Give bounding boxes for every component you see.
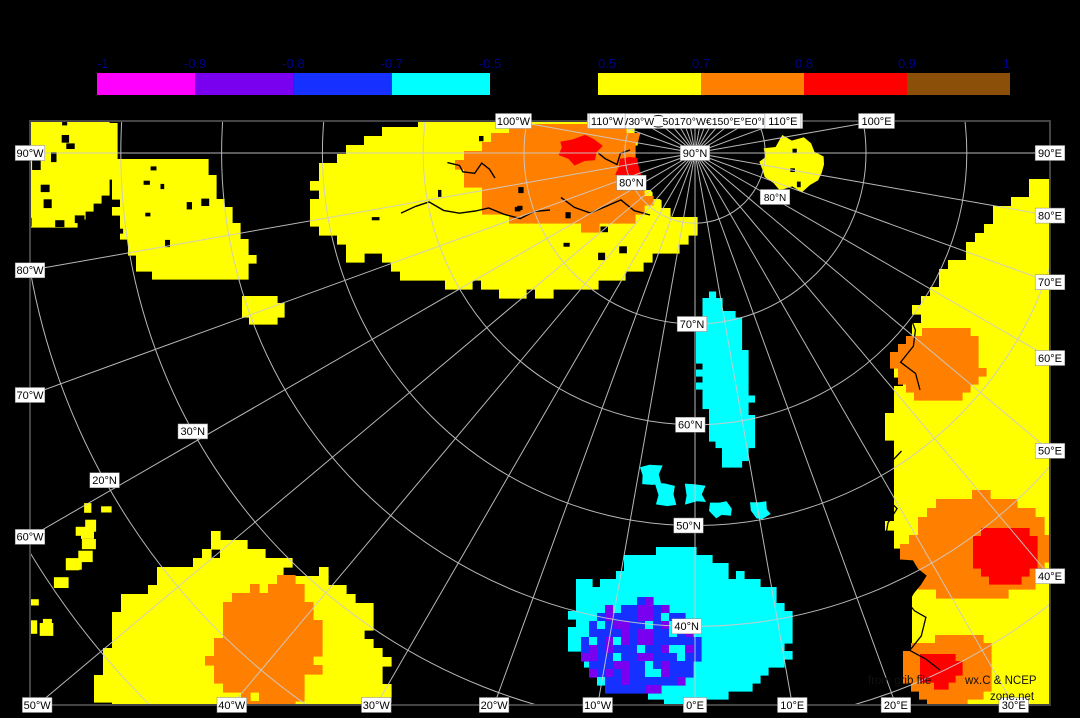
- svg-text:110°W: 110°W: [591, 116, 624, 128]
- svg-text:70°N: 70°N: [680, 319, 705, 331]
- svg-text:80°W: 80°W: [16, 265, 44, 277]
- svg-text:1: 1: [1003, 56, 1010, 71]
- svg-text:120°W30°W⁐50170°W€150°E°E0°I12: 120°W30°W⁐50170°W€150°E°E0°I120°E: [597, 115, 794, 128]
- svg-text:20°N: 20°N: [92, 475, 117, 487]
- svg-text:50°W: 50°W: [24, 700, 52, 712]
- svg-text:60°E: 60°E: [1038, 353, 1062, 365]
- svg-text:wx.C & NCEP: wx.C & NCEP: [964, 675, 1037, 687]
- svg-text:90°N: 90°N: [683, 148, 708, 160]
- svg-text:40°N: 40°N: [674, 621, 699, 633]
- svg-text:from grib file: from grib file: [868, 675, 931, 687]
- svg-text:40°E: 40°E: [1038, 571, 1062, 583]
- svg-text:-0.5: -0.5: [479, 56, 501, 71]
- svg-text:50°E: 50°E: [1038, 446, 1062, 458]
- svg-text:0.9: 0.9: [898, 56, 916, 71]
- svg-text:20°E: 20°E: [884, 700, 908, 712]
- svg-text:-0.9: -0.9: [184, 56, 206, 71]
- svg-text:80°E: 80°E: [1038, 210, 1062, 222]
- svg-text:40°W: 40°W: [218, 700, 246, 712]
- svg-text:0.5: 0.5: [598, 56, 616, 71]
- svg-text:100°W: 100°W: [497, 116, 531, 128]
- svg-text:-1: -1: [97, 56, 109, 71]
- svg-text:10°E: 10°E: [780, 700, 804, 712]
- svg-text:-0.8: -0.8: [282, 56, 304, 71]
- svg-text:10°W: 10°W: [584, 700, 612, 712]
- svg-text:30°N: 30°N: [181, 426, 206, 438]
- svg-text:70°E: 70°E: [1038, 277, 1062, 289]
- svg-text:60°W: 60°W: [16, 532, 44, 544]
- svg-text:80°N: 80°N: [764, 193, 786, 204]
- svg-text:90°W: 90°W: [16, 148, 44, 160]
- svg-text:60°N: 60°N: [678, 420, 703, 432]
- svg-text:110°E: 110°E: [768, 116, 797, 128]
- svg-text:80°N: 80°N: [619, 178, 644, 190]
- svg-text:zone.net: zone.net: [990, 691, 1035, 703]
- svg-text:90°E: 90°E: [1038, 148, 1062, 160]
- svg-text:30°W: 30°W: [363, 700, 391, 712]
- svg-text:50°N: 50°N: [676, 520, 701, 532]
- svg-text:0.8: 0.8: [795, 56, 813, 71]
- svg-text:70°W: 70°W: [16, 390, 44, 402]
- svg-text:0.7: 0.7: [692, 56, 710, 71]
- svg-text:20°W: 20°W: [481, 700, 509, 712]
- svg-text:0°E: 0°E: [686, 700, 704, 712]
- svg-text:100°E: 100°E: [861, 116, 891, 128]
- svg-text:-0.7: -0.7: [381, 56, 403, 71]
